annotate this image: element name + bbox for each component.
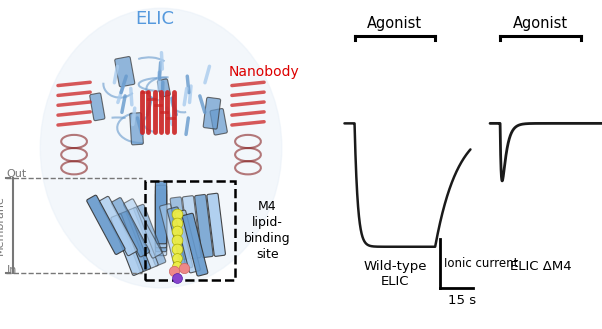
- Text: Agonist: Agonist: [513, 16, 568, 31]
- FancyBboxPatch shape: [155, 193, 167, 256]
- FancyBboxPatch shape: [130, 113, 143, 145]
- FancyBboxPatch shape: [157, 79, 170, 97]
- Text: Agonist: Agonist: [367, 16, 423, 31]
- FancyBboxPatch shape: [182, 196, 201, 259]
- Text: Nanobody: Nanobody: [229, 65, 299, 79]
- Point: [172, 238, 182, 243]
- Point: [172, 229, 182, 234]
- FancyBboxPatch shape: [182, 213, 208, 276]
- Point: [179, 266, 188, 271]
- Text: Out: Out: [7, 169, 26, 179]
- FancyBboxPatch shape: [134, 204, 166, 266]
- Text: 15 s: 15 s: [448, 294, 476, 308]
- Point: [172, 264, 182, 269]
- Point: [172, 275, 182, 281]
- FancyBboxPatch shape: [170, 197, 188, 260]
- Text: M4
lipid-
binding
site: M4 lipid- binding site: [244, 200, 291, 261]
- FancyBboxPatch shape: [111, 214, 143, 275]
- Point: [169, 269, 179, 274]
- Ellipse shape: [40, 8, 282, 288]
- FancyBboxPatch shape: [155, 189, 167, 252]
- FancyBboxPatch shape: [87, 195, 125, 254]
- Text: ELIC: ELIC: [135, 10, 174, 28]
- FancyBboxPatch shape: [210, 109, 228, 135]
- FancyBboxPatch shape: [111, 198, 149, 257]
- FancyBboxPatch shape: [167, 207, 193, 270]
- FancyBboxPatch shape: [155, 185, 167, 248]
- Text: ELIC ΔM4: ELIC ΔM4: [510, 260, 571, 273]
- FancyBboxPatch shape: [123, 199, 162, 258]
- Point: [172, 220, 182, 225]
- FancyBboxPatch shape: [115, 57, 135, 87]
- Text: Ionic current: Ionic current: [444, 257, 518, 270]
- FancyBboxPatch shape: [207, 193, 225, 256]
- Point: [172, 246, 182, 252]
- Text: Wild-type
ELIC: Wild-type ELIC: [363, 260, 427, 288]
- Text: Membrane: Membrane: [0, 195, 5, 255]
- FancyBboxPatch shape: [119, 211, 150, 272]
- FancyBboxPatch shape: [155, 181, 167, 244]
- Point: [172, 211, 182, 216]
- FancyBboxPatch shape: [194, 194, 213, 258]
- FancyBboxPatch shape: [126, 208, 158, 269]
- FancyBboxPatch shape: [160, 204, 185, 266]
- FancyBboxPatch shape: [203, 97, 220, 129]
- Text: In: In: [7, 265, 17, 275]
- Point: [172, 255, 182, 260]
- FancyBboxPatch shape: [175, 210, 200, 273]
- FancyBboxPatch shape: [90, 93, 105, 121]
- FancyBboxPatch shape: [99, 196, 137, 256]
